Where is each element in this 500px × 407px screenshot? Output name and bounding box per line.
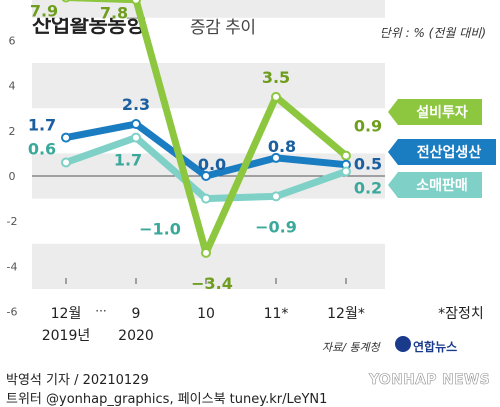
brand-label: 연합뉴스: [413, 340, 458, 354]
series-marker: [201, 247, 211, 258]
series-marker: [131, 132, 141, 143]
legend-label: 전산업생산: [417, 144, 482, 161]
data-label: 0.8: [268, 137, 296, 156]
x-tick-label: 12월*: [327, 306, 365, 322]
legend-tag: [388, 172, 482, 198]
series-marker: [61, 0, 71, 3]
y-tick-label: -2: [7, 215, 18, 228]
data-label: 0.5: [354, 155, 382, 174]
data-label: −0.9: [255, 217, 297, 236]
y-tick-label: 6: [9, 34, 16, 47]
data-label: 1.7: [114, 151, 142, 170]
series-marker: [61, 132, 71, 143]
provisional-note: *잠정치: [438, 306, 484, 322]
series-marker: [61, 157, 71, 168]
y-tick-label: 8: [9, 0, 16, 2]
yonhap-logo-icon: [395, 336, 411, 352]
unit-label: 단위 : % (전월 대비): [379, 26, 486, 40]
y-tick-label: 0: [9, 170, 16, 183]
y-tick-label: 2: [9, 125, 16, 138]
data-label: 0.0: [198, 155, 226, 174]
series-marker: [201, 171, 211, 181]
x-axis-break: ···: [95, 304, 106, 318]
grid-band: [32, 63, 385, 109]
y-tick-label: -6: [7, 306, 18, 319]
source-label: 자료/ 통계청: [322, 341, 380, 354]
byline: 박영석 기자 / 20210129: [6, 373, 149, 388]
x-tick-sublabel: 2020: [118, 328, 154, 344]
social-handles: 트위터 @yonhap_graphics, 페이스북 tuney.kr/LeYN…: [6, 392, 328, 407]
data-label: 0.6: [28, 139, 56, 158]
series-marker: [201, 193, 211, 204]
series-marker: [341, 150, 351, 161]
watermark: YONHAP NEWS: [368, 372, 490, 389]
series-marker: [271, 91, 281, 102]
series-marker: [131, 119, 141, 130]
data-label: 0.9: [354, 117, 382, 136]
legend-tag: [388, 139, 496, 165]
data-label: 2.3: [122, 95, 150, 114]
data-label: 7.9: [30, 1, 58, 20]
data-label: 7.8: [100, 4, 128, 23]
series-marker: [271, 152, 281, 163]
x-tick-label: 12월: [51, 306, 82, 322]
series-marker: [271, 191, 281, 202]
legend-label: 소매판매: [416, 178, 468, 194]
x-tick-label: 9: [132, 306, 141, 322]
chart-subtitle: 증감 추이: [190, 18, 256, 38]
data-label: −1.0: [139, 220, 181, 239]
series-marker: [341, 166, 351, 177]
legend-tag: [388, 99, 482, 125]
x-tick-label: 10: [197, 306, 215, 322]
data-label: 3.5: [262, 68, 290, 87]
grid-band: [32, 0, 385, 18]
series-marker: [131, 0, 141, 5]
x-tick-label: 11*: [264, 306, 289, 322]
legend-label: 설비투자: [416, 105, 468, 121]
y-tick-label: 4: [9, 80, 16, 93]
x-tick-sublabel: 2019년: [42, 328, 91, 344]
data-label: 0.2: [354, 178, 382, 197]
data-label: −3.4: [191, 274, 233, 293]
y-tick-label: -4: [7, 260, 18, 273]
data-label: 1.7: [28, 116, 56, 135]
